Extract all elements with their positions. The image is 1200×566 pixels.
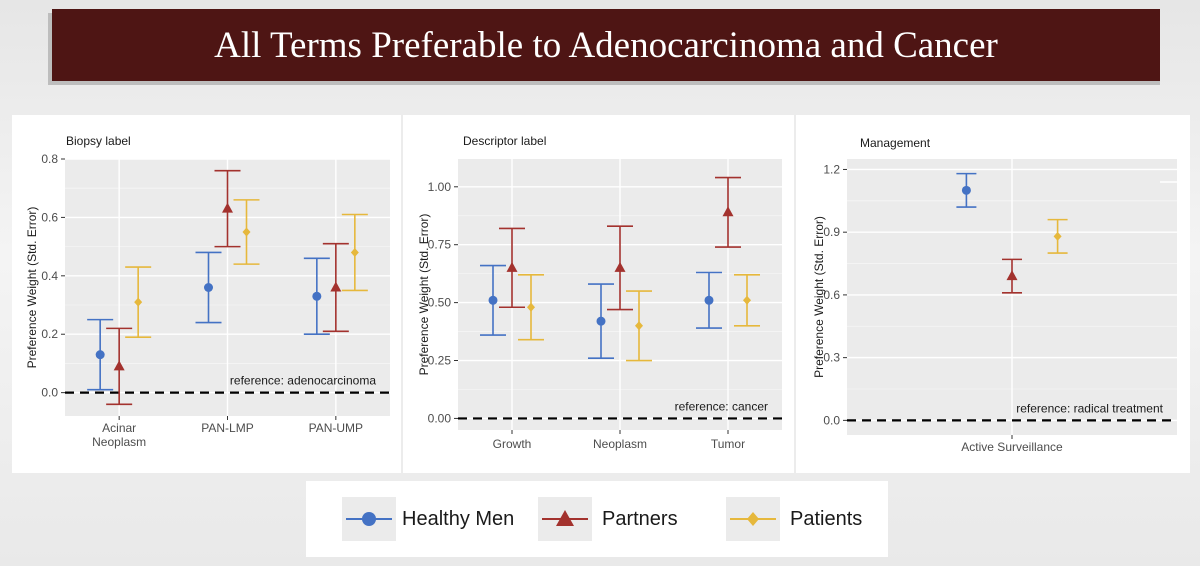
legend-key-patients: [726, 497, 780, 541]
x-tick-label: Acinar Neoplasm: [92, 421, 146, 449]
data-point-healthy-men: [312, 291, 322, 301]
y-tick-label: 0.4: [41, 269, 58, 283]
data-point-healthy-men: [488, 295, 498, 305]
data-point-patients: [743, 295, 751, 305]
legend-label-healthy-men: Healthy Men: [402, 507, 515, 530]
slide-title: All Terms Preferable to Adenocarcinoma a…: [52, 9, 1160, 81]
data-point-patients: [350, 247, 359, 257]
data-point-healthy-men: [704, 295, 714, 305]
y-tick-label: 0.50: [428, 296, 452, 310]
legend-circle-icon: [362, 512, 376, 526]
x-tick-label: Tumor: [711, 437, 745, 451]
data-point-patients: [242, 227, 251, 237]
data-point-patients: [527, 302, 535, 312]
legend-key-partners: [538, 497, 592, 541]
data-point-patients: [1053, 231, 1062, 241]
data-point-patients: [635, 321, 643, 331]
y-tick-label: 1.2: [823, 162, 840, 176]
y-tick-label: 0.6: [823, 288, 840, 302]
y-axis-label: Preference Weight (Std. Error): [25, 207, 39, 369]
reference-label: reference: radical treatment: [1016, 401, 1163, 415]
y-axis-label: Preference Weight (Std. Error): [812, 216, 826, 378]
legend-triangle-icon: [556, 510, 574, 526]
reference-label: reference: cancer: [675, 399, 768, 413]
legend-key-healthy-men: [342, 497, 396, 541]
x-tick-label: Growth: [493, 437, 532, 451]
y-tick-label: 0.3: [823, 351, 840, 365]
data-point-partners: [506, 261, 518, 272]
data-point-partners: [614, 261, 626, 272]
y-tick-label: 0.0: [823, 413, 840, 427]
legend: Healthy Men Partners Patients: [306, 481, 888, 557]
legend-item-patients: Patients: [726, 481, 862, 557]
data-point-partners: [722, 206, 734, 217]
x-tick-label: PAN-UMP: [309, 421, 363, 435]
y-axis-label: Preference Weight (Std. Error): [417, 214, 431, 376]
data-point-healthy-men: [596, 316, 606, 326]
y-tick-label: 0.0: [41, 386, 58, 400]
y-tick-label: 1.00: [428, 180, 452, 194]
x-tick-label: PAN-LMP: [201, 421, 253, 435]
charts-panel: Biopsy label 0.0 0.2 0.4 0.6 0.8 Acinar Neoplas…: [12, 115, 1190, 473]
chart-title: Descriptor label: [463, 134, 546, 148]
legend-label-partners: Partners: [602, 507, 678, 530]
data-point-healthy-men: [204, 283, 213, 292]
y-tick-label: 0.6: [41, 210, 58, 224]
legend-item-healthy-men: Healthy Men: [342, 481, 514, 557]
data-point-healthy-men: [961, 185, 971, 195]
y-tick-label: 0.8: [41, 152, 58, 166]
y-tick-label: 0.9: [823, 225, 840, 239]
y-tick-label: 0.2: [41, 327, 58, 341]
y-tick-label: 0.00: [428, 411, 452, 425]
data-point-partners: [222, 202, 233, 213]
data-point-partners: [1006, 270, 1018, 281]
y-tick-label: 0.25: [428, 354, 452, 368]
legend-diamond-icon: [747, 512, 759, 526]
x-tick-label: Active Surveillance: [961, 440, 1063, 454]
data-point-healthy-men: [95, 350, 105, 360]
reference-label: reference: adenocarcinoma: [230, 374, 376, 388]
data-point-partners: [330, 281, 342, 292]
chart-title: Management: [860, 136, 931, 150]
legend-item-partners: Partners: [538, 481, 678, 557]
y-tick-label: 0.75: [428, 238, 452, 252]
x-tick-label: Neoplasm: [593, 437, 647, 451]
data-point-partners: [113, 360, 125, 371]
data-point-patients: [134, 297, 143, 307]
charts-svg: Biopsy label 0.0 0.2 0.4 0.6 0.8 Acinar Neoplas…: [25, 115, 1180, 473]
legend-label-patients: Patients: [790, 507, 863, 530]
chart-title: Biopsy label: [66, 134, 131, 148]
